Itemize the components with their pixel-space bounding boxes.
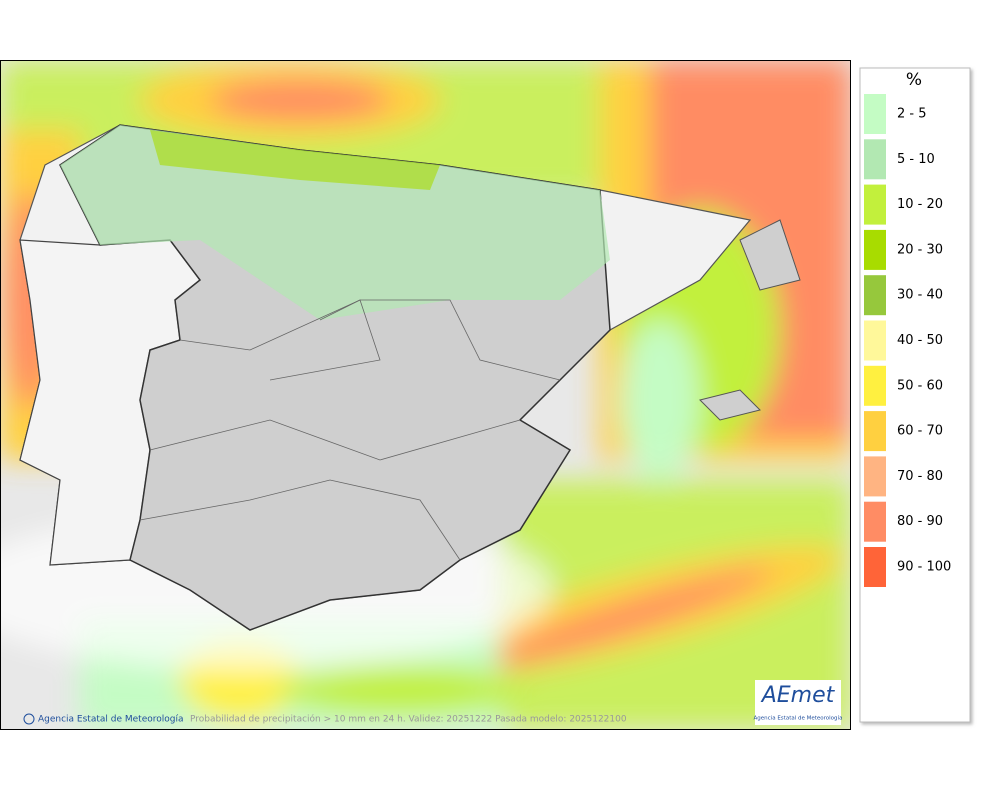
map-frame (0, 60, 851, 730)
logo-subtitle: Agencia Estatal de Meteorología (754, 715, 843, 722)
legend-swatch (864, 139, 886, 180)
legend-swatch (864, 275, 886, 316)
map: AEmet Agencia Estatal de Meteorología Ag… (0, 60, 851, 730)
cantabria-area (150, 130, 440, 190)
legend-label: 50 - 60 (897, 378, 943, 393)
legend-title: % (906, 70, 922, 90)
legend-label: 60 - 70 (897, 424, 943, 439)
legend-label: 5 - 10 (897, 152, 935, 167)
legend-label: 2 - 5 (897, 107, 927, 122)
logo-box (755, 680, 841, 725)
legend-swatch (864, 365, 886, 406)
legend: 2 - 5 5 - 10 10 - 20 20 - 30 30 - 40 40 - 50 5… (864, 94, 951, 587)
legend-label: 20 - 30 (897, 242, 943, 257)
legend-swatch (864, 94, 886, 134)
caption: Probabilidad de precipitación > 10 mm en… (190, 714, 627, 725)
islands (699, 219, 801, 421)
legend-swatch (864, 501, 886, 542)
legend-swatch (864, 456, 886, 497)
legend-label: 40 - 50 (897, 333, 943, 348)
legend-label: 90 - 100 (897, 560, 951, 575)
legend-swatch (864, 320, 886, 361)
legend-swatch (864, 229, 886, 270)
legend-swatch (864, 184, 886, 225)
legend-label: 70 - 80 (897, 469, 943, 484)
legend-label: 10 - 20 (897, 197, 943, 212)
north-area (60, 125, 610, 320)
region-borders (139, 299, 561, 561)
credit: Agencia Estatal de Meteorología (38, 715, 184, 725)
legend-swatch (864, 547, 886, 587)
legend-label: 80 - 90 (897, 514, 943, 529)
legend-label: 30 - 40 (897, 288, 943, 303)
legend-swatch (864, 411, 886, 452)
copyright-icon (23, 713, 35, 725)
logo: AEmet (760, 683, 836, 708)
